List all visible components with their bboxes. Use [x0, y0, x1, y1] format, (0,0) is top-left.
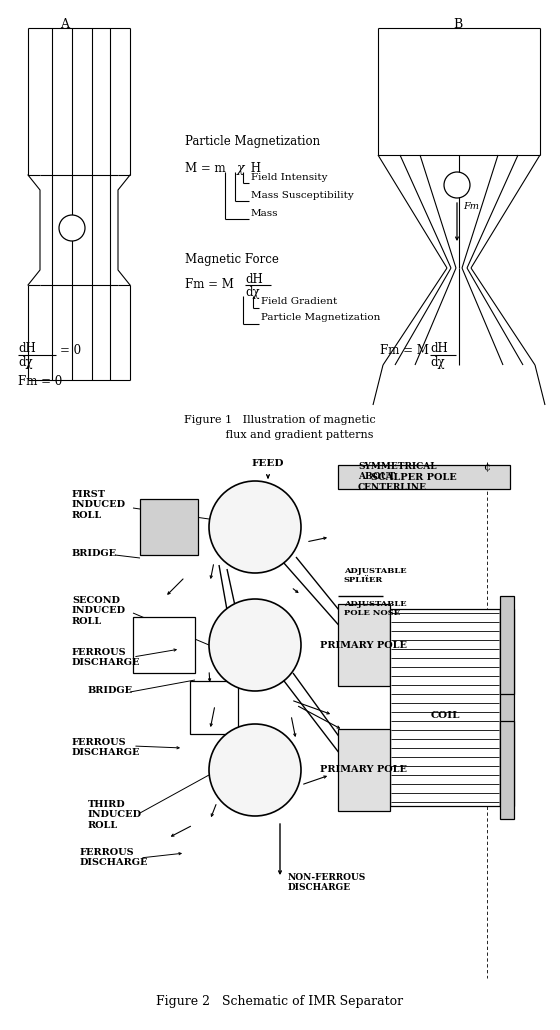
Text: SYMMETRICAL
ABOUT
CENTERLINE: SYMMETRICAL ABOUT CENTERLINE [358, 462, 437, 491]
Bar [133, 617, 195, 673]
Text: dH: dH [18, 342, 36, 355]
Bar [140, 499, 198, 555]
Text: Fm: Fm [463, 202, 479, 211]
Text: BRIDGE: BRIDGE [72, 549, 117, 558]
Text: dH: dH [245, 273, 263, 286]
Text: PRIMARY POLE: PRIMARY POLE [320, 641, 408, 650]
Circle shape [59, 215, 85, 241]
Text: dχ: dχ [245, 286, 260, 299]
Text: Field Intensity: Field Intensity [251, 172, 328, 181]
Circle shape [209, 481, 301, 573]
Bar [190, 681, 238, 734]
Text: Fm = M: Fm = M [380, 343, 429, 356]
Text: NON-FERROUS
DISCHARGE: NON-FERROUS DISCHARGE [288, 873, 366, 892]
Text: A: A [60, 18, 69, 31]
Text: THIRD
INDUCED
ROLL: THIRD INDUCED ROLL [88, 800, 142, 830]
Text: Field Gradient: Field Gradient [261, 298, 337, 307]
Text: BRIDGE: BRIDGE [88, 686, 133, 695]
Text: Fm = M: Fm = M [185, 278, 234, 291]
Text: Particle Magnetization: Particle Magnetization [185, 135, 320, 148]
Text: dχ: dχ [430, 356, 445, 369]
Text: ADJUSTABLE
SPLIẗER: ADJUSTABLE SPLIẗER [344, 566, 407, 584]
Bar [338, 604, 390, 686]
Text: Fm = 0: Fm = 0 [18, 375, 62, 388]
Text: PRIMARY POLE: PRIMARY POLE [320, 765, 408, 775]
Text: SCALPER POLE: SCALPER POLE [371, 473, 457, 481]
Text: H: H [247, 162, 261, 175]
Text: FERROUS
DISCHARGE: FERROUS DISCHARGE [80, 848, 148, 867]
Bar [390, 609, 500, 806]
Text: Magnetic Force: Magnetic Force [185, 253, 279, 266]
Text: FEED: FEED [252, 459, 284, 468]
Text: COIL: COIL [430, 711, 460, 720]
Circle shape [444, 172, 470, 198]
Bar [338, 465, 510, 489]
Text: B: B [454, 18, 463, 31]
Circle shape [209, 724, 301, 816]
Text: dH: dH [430, 342, 448, 355]
Text: Figure 1   Illustration of magnetic: Figure 1 Illustration of magnetic [184, 415, 376, 425]
Bar [500, 721, 514, 819]
Text: ¢: ¢ [483, 462, 491, 472]
Text: dχ: dχ [18, 356, 32, 369]
Text: FERROUS
DISCHARGE: FERROUS DISCHARGE [72, 739, 141, 757]
Text: FERROUS
DISCHARGE: FERROUS DISCHARGE [72, 648, 141, 667]
Text: Figure 2   Schematic of IMR Separator: Figure 2 Schematic of IMR Separator [156, 995, 404, 1008]
Bar [500, 596, 514, 694]
Bar [500, 609, 514, 806]
Text: χ: χ [237, 162, 245, 175]
Text: Particle Magnetization: Particle Magnetization [261, 313, 380, 322]
Circle shape [209, 599, 301, 691]
Text: M = m: M = m [185, 162, 226, 175]
Bar [338, 729, 390, 811]
Text: flux and gradient patterns: flux and gradient patterns [186, 430, 374, 440]
Text: = 0: = 0 [60, 343, 81, 356]
Text: Mass: Mass [251, 208, 278, 217]
Text: FIRST
INDUCED
ROLL: FIRST INDUCED ROLL [72, 490, 126, 520]
Text: Mass Susceptibility: Mass Susceptibility [251, 191, 354, 200]
Text: ADJUSTABLE
POLE NOSE: ADJUSTABLE POLE NOSE [344, 600, 407, 617]
Text: SECOND
INDUCED
ROLL: SECOND INDUCED ROLL [72, 596, 126, 626]
